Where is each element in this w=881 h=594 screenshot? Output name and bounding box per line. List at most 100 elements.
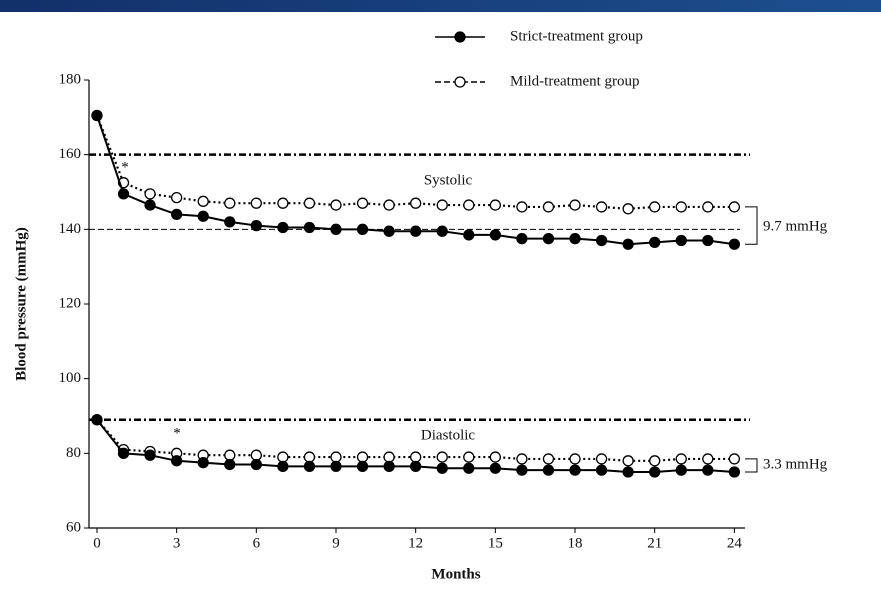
data-point bbox=[728, 201, 741, 213]
data-point bbox=[197, 195, 209, 207]
data-point bbox=[516, 453, 528, 465]
data-point bbox=[436, 225, 448, 237]
data-point bbox=[649, 201, 661, 213]
data-point bbox=[117, 188, 130, 200]
legend-marker bbox=[454, 76, 466, 88]
data-point bbox=[250, 458, 262, 471]
data-point bbox=[197, 457, 209, 469]
data-point bbox=[277, 451, 289, 463]
data-point bbox=[224, 458, 236, 471]
data-point bbox=[489, 462, 501, 474]
data-point bbox=[489, 199, 501, 211]
data-point bbox=[91, 414, 103, 426]
data-point bbox=[595, 453, 608, 465]
data-point bbox=[622, 203, 634, 215]
data-point bbox=[622, 455, 634, 467]
data-point bbox=[649, 455, 661, 467]
data-point bbox=[569, 199, 581, 211]
data-point bbox=[542, 233, 555, 245]
data-point bbox=[649, 466, 661, 478]
y-tick-label: 140 bbox=[59, 221, 82, 237]
data-point bbox=[675, 453, 687, 465]
annotation: 3.3 mmHg bbox=[763, 456, 828, 472]
header-bar bbox=[0, 0, 881, 12]
data-point bbox=[622, 238, 634, 250]
data-point bbox=[489, 229, 501, 241]
data-point bbox=[728, 238, 741, 250]
x-tick-label: 6 bbox=[253, 535, 261, 551]
x-tick-label: 15 bbox=[488, 535, 503, 551]
data-point bbox=[170, 191, 183, 204]
annotation: * bbox=[121, 159, 129, 175]
data-point bbox=[250, 197, 262, 209]
data-point bbox=[675, 464, 687, 476]
data-point bbox=[542, 464, 555, 476]
x-tick-label: 12 bbox=[408, 535, 423, 551]
x-tick-label: 0 bbox=[93, 535, 101, 551]
data-point bbox=[303, 197, 316, 209]
data-point bbox=[224, 197, 236, 209]
data-point bbox=[569, 453, 581, 465]
legend-label: Strict-treatment group bbox=[510, 28, 643, 44]
x-tick-label: 21 bbox=[647, 535, 662, 551]
data-point bbox=[250, 449, 262, 461]
data-point bbox=[356, 223, 369, 235]
data-point bbox=[330, 451, 342, 463]
data-point bbox=[277, 460, 289, 473]
difference-bracket bbox=[745, 206, 758, 245]
data-point bbox=[516, 233, 528, 245]
data-point bbox=[728, 466, 741, 478]
data-point bbox=[303, 451, 316, 463]
data-point bbox=[463, 199, 475, 211]
data-point bbox=[410, 197, 422, 209]
data-point bbox=[516, 464, 528, 476]
data-point bbox=[410, 225, 422, 237]
data-point bbox=[356, 197, 369, 209]
data-point bbox=[569, 233, 581, 245]
x-tick-label: 9 bbox=[332, 535, 340, 551]
legend-marker bbox=[454, 31, 466, 43]
y-tick-label: 80 bbox=[66, 445, 81, 461]
data-point bbox=[277, 221, 289, 234]
data-point bbox=[330, 199, 342, 211]
data-point bbox=[170, 455, 183, 467]
y-tick-label: 160 bbox=[59, 146, 82, 162]
data-point bbox=[383, 225, 395, 237]
data-point bbox=[463, 451, 475, 463]
data-point bbox=[436, 462, 448, 474]
data-point bbox=[728, 453, 741, 465]
data-point bbox=[383, 460, 395, 473]
series-line bbox=[96, 115, 735, 246]
data-point bbox=[410, 451, 422, 463]
data-point bbox=[702, 464, 714, 476]
x-tick-label: 24 bbox=[727, 535, 743, 551]
data-point bbox=[224, 449, 236, 461]
data-point bbox=[410, 460, 422, 473]
data-point bbox=[330, 223, 342, 235]
y-axis-label: Blood pressure (mmHg) bbox=[13, 227, 29, 381]
data-point bbox=[356, 460, 369, 473]
data-point bbox=[250, 219, 262, 232]
data-point bbox=[595, 234, 608, 247]
data-point bbox=[224, 216, 236, 228]
y-tick-label: 60 bbox=[66, 519, 81, 535]
data-point bbox=[303, 221, 316, 234]
y-tick-label: 100 bbox=[59, 370, 82, 386]
data-point bbox=[197, 210, 209, 222]
data-point bbox=[170, 208, 183, 221]
data-point bbox=[330, 460, 342, 473]
annotation: 9.7 mmHg bbox=[763, 218, 828, 234]
data-point bbox=[303, 460, 316, 473]
data-point bbox=[702, 234, 714, 247]
annotation: Systolic bbox=[424, 172, 473, 188]
data-point bbox=[702, 201, 714, 213]
data-point bbox=[675, 234, 687, 247]
data-point bbox=[436, 451, 448, 463]
data-point bbox=[489, 451, 501, 463]
data-point bbox=[144, 199, 156, 211]
data-point bbox=[595, 201, 608, 213]
data-point bbox=[91, 109, 103, 122]
data-point bbox=[383, 451, 395, 463]
data-point bbox=[649, 236, 661, 249]
data-point bbox=[144, 449, 156, 461]
